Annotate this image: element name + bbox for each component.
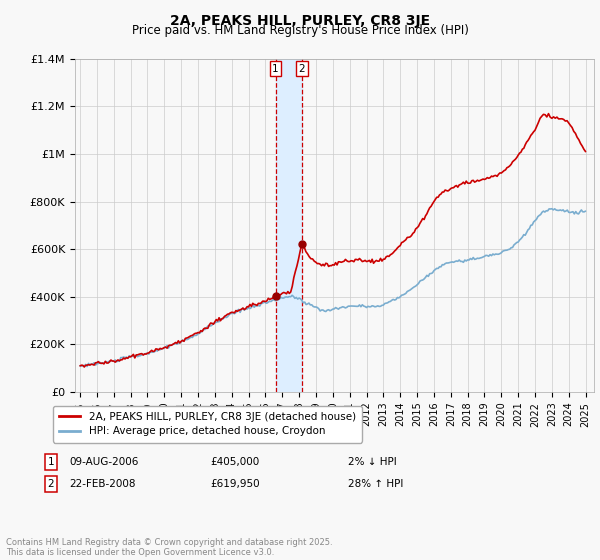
- Text: 1: 1: [47, 457, 55, 467]
- Legend: 2A, PEAKS HILL, PURLEY, CR8 3JE (detached house), HPI: Average price, detached h: 2A, PEAKS HILL, PURLEY, CR8 3JE (detache…: [53, 406, 362, 442]
- Text: 2% ↓ HPI: 2% ↓ HPI: [348, 457, 397, 467]
- Text: 09-AUG-2006: 09-AUG-2006: [69, 457, 139, 467]
- Text: Price paid vs. HM Land Registry's House Price Index (HPI): Price paid vs. HM Land Registry's House …: [131, 24, 469, 36]
- Bar: [275, 59, 302, 392]
- Text: Contains HM Land Registry data © Crown copyright and database right 2025.
This d: Contains HM Land Registry data © Crown c…: [6, 538, 332, 557]
- Text: £619,950: £619,950: [210, 479, 260, 489]
- Text: 2A, PEAKS HILL, PURLEY, CR8 3JE: 2A, PEAKS HILL, PURLEY, CR8 3JE: [170, 14, 430, 28]
- Text: 22-FEB-2008: 22-FEB-2008: [69, 479, 136, 489]
- Text: 1: 1: [272, 64, 279, 74]
- Text: £405,000: £405,000: [210, 457, 259, 467]
- Text: 28% ↑ HPI: 28% ↑ HPI: [348, 479, 403, 489]
- Text: 2: 2: [47, 479, 55, 489]
- Text: 2: 2: [298, 64, 305, 74]
